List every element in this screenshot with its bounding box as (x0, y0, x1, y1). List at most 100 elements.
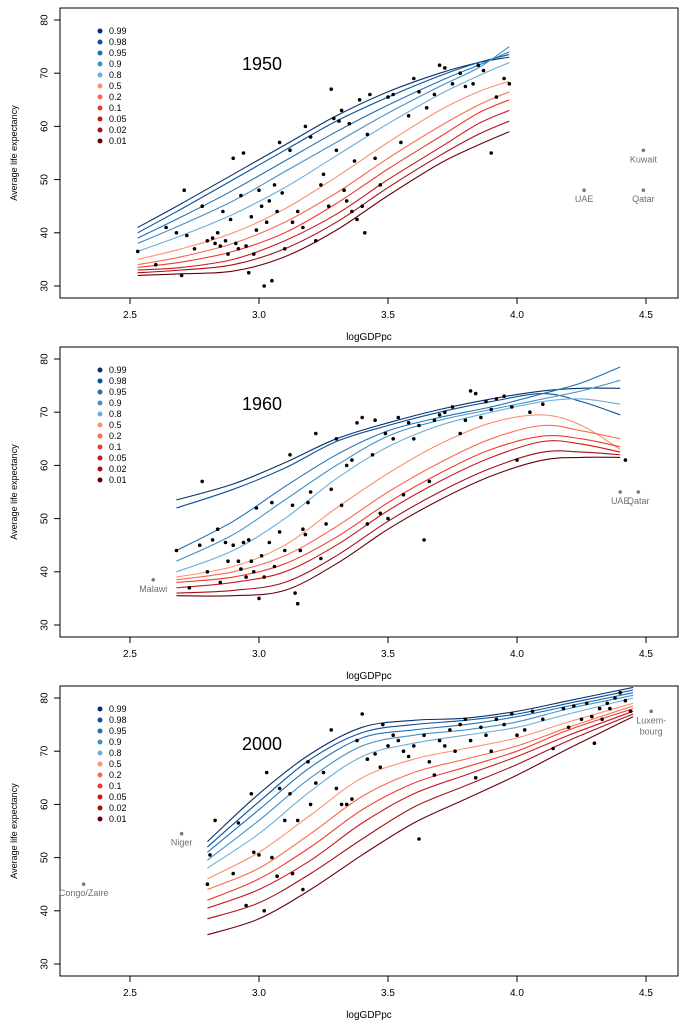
legend-label: 0.05 (109, 792, 127, 802)
country-point (314, 431, 318, 436)
country-point (272, 183, 277, 187)
legend-label: 0.98 (109, 37, 127, 47)
quantile-line-0.01 (176, 456, 621, 597)
legend-marker (97, 816, 103, 822)
x-tick-label: 2.5 (123, 649, 137, 660)
y-tick-label: 60 (39, 120, 50, 132)
country-point (270, 500, 274, 505)
country-point (347, 121, 352, 126)
country-point (357, 98, 362, 102)
y-tick-label: 70 (40, 67, 51, 79)
legend-label: 0.5 (109, 759, 122, 769)
chart-title: 2000 (242, 734, 282, 754)
x-tick-label: 3.0 (252, 310, 266, 321)
legend-marker (97, 378, 103, 384)
x-tick-label: 3.0 (252, 649, 266, 660)
country-point (295, 601, 300, 606)
country-point (254, 506, 259, 510)
y-tick-label: 50 (40, 174, 51, 186)
outlier-label: Qatar (627, 496, 650, 506)
outlier-point (636, 490, 641, 494)
legend-marker (97, 455, 103, 461)
x-tick-label: 4.0 (510, 988, 524, 999)
x-axis-label: logGDPpc (346, 332, 392, 343)
country-point (391, 92, 396, 97)
legend-marker (97, 750, 103, 756)
country-point (443, 66, 447, 70)
country-point (308, 490, 313, 494)
country-point (246, 538, 251, 542)
y-axis-label: Average life expectancy (9, 783, 19, 879)
country-point (334, 148, 339, 153)
country-point (401, 492, 406, 497)
country-point (463, 418, 468, 423)
country-point (236, 247, 241, 251)
country-point (352, 159, 357, 163)
country-point (528, 410, 532, 415)
legend-marker (97, 367, 103, 373)
country-point (223, 239, 228, 243)
legend-label: 0.95 (109, 387, 127, 397)
country-point (510, 712, 514, 716)
quantile-line-0.99 (207, 686, 634, 843)
country-point (522, 728, 527, 732)
country-point (213, 241, 217, 246)
country-point (288, 792, 292, 796)
country-point (257, 853, 261, 857)
x-tick-label: 4.0 (510, 649, 524, 660)
plot-frame (59, 346, 679, 638)
country-point (174, 231, 179, 235)
country-point (592, 741, 597, 745)
outlier-label: Qatar (632, 194, 655, 204)
y-tick-label: 80 (40, 353, 51, 365)
country-point (264, 770, 269, 775)
country-point (295, 818, 300, 823)
country-point (275, 209, 279, 214)
country-point (448, 728, 452, 732)
country-point (298, 548, 303, 553)
country-point (288, 453, 292, 457)
country-point (306, 760, 310, 764)
country-point (301, 225, 305, 230)
legend-marker (97, 72, 103, 78)
quantile-line-0.99 (137, 56, 510, 228)
country-point (427, 760, 432, 764)
country-point (378, 765, 383, 769)
country-point (244, 575, 248, 579)
country-point (489, 151, 494, 155)
quantile-line-0.2 (137, 91, 510, 266)
country-point (308, 135, 313, 139)
legend-marker (97, 94, 103, 100)
legend-marker (97, 28, 103, 34)
legend-marker (97, 50, 103, 56)
y-tick-label: 70 (40, 745, 51, 757)
country-point (337, 119, 341, 123)
country-point (386, 744, 390, 748)
country-point (275, 874, 279, 878)
quantile-line-0.8 (176, 398, 621, 573)
x-tick-label: 3.5 (381, 988, 395, 999)
country-point (262, 909, 267, 913)
country-point (437, 738, 442, 743)
country-point (502, 394, 506, 399)
country-point (458, 431, 463, 436)
outlier-label: Congo/Zaire (59, 888, 109, 898)
legend-label: 0.99 (109, 26, 127, 36)
country-point (484, 399, 488, 404)
outlier-point (151, 578, 155, 582)
quantile-line-0.1 (207, 708, 634, 901)
legend-label: 0.9 (109, 59, 122, 69)
legend-marker (97, 466, 103, 472)
country-point (368, 92, 372, 97)
country-point (319, 556, 323, 561)
y-tick-label: 70 (40, 406, 51, 418)
legend-marker (97, 739, 103, 745)
legend-label: 0.99 (109, 365, 127, 375)
country-point (381, 722, 385, 727)
country-point (417, 423, 421, 428)
country-point (174, 548, 179, 553)
country-point (226, 252, 230, 256)
country-point (350, 797, 354, 801)
legend-marker (97, 411, 103, 417)
